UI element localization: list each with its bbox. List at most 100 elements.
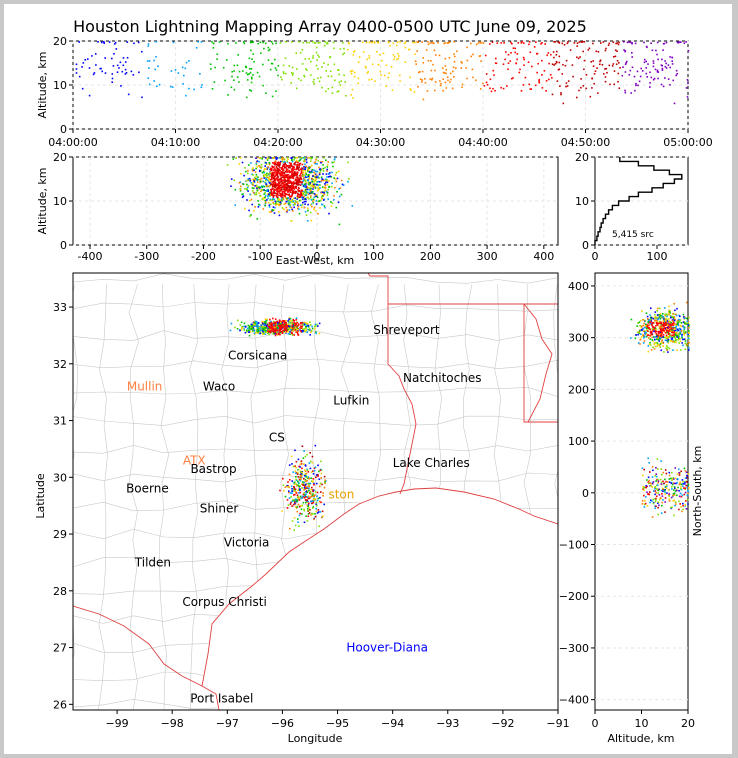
north-south-point (655, 325, 657, 327)
plan-view-point (301, 481, 304, 483)
plan-view-point (258, 330, 260, 332)
plan-view-point (295, 323, 297, 326)
east-west-point (278, 184, 281, 186)
east-west-point (293, 163, 295, 165)
plan-view-point (285, 330, 288, 333)
time-altitude-point (558, 61, 561, 64)
east-west-point (274, 206, 276, 209)
north-south-point (660, 335, 662, 337)
east-west-point (301, 183, 304, 186)
time-altitude-point (397, 57, 400, 60)
plan-view-point (301, 483, 303, 485)
east-west-point (300, 181, 302, 184)
time-altitude-point (634, 42, 637, 45)
time-altitude-point (323, 62, 325, 64)
county-line (73, 415, 558, 426)
east-west-point (289, 165, 291, 168)
north-south-point (651, 326, 654, 328)
time-altitude-point (216, 53, 219, 55)
north-south-point (688, 338, 690, 341)
east-west-point (281, 160, 284, 163)
north-south-point (679, 492, 682, 495)
plan-view-point (299, 488, 301, 490)
east-west-point (322, 173, 324, 175)
plan-view-point (269, 327, 271, 329)
county-line (73, 444, 558, 454)
time-altitude-point (291, 66, 294, 69)
plan-view-point (299, 329, 301, 331)
north-south-point (672, 349, 674, 351)
time-altitude-point (78, 41, 80, 43)
north-south-point (681, 479, 684, 481)
time-altitude-point (236, 64, 239, 67)
east-west-point (306, 188, 309, 191)
plan-view-point (274, 332, 276, 335)
plan-view-point (311, 512, 313, 515)
time-altitude-point (685, 41, 687, 43)
east-west-point (315, 158, 317, 161)
east-west-point (307, 179, 309, 182)
north-south-point (679, 315, 681, 318)
east-west-point (286, 199, 288, 201)
east-west-point (274, 183, 276, 186)
time-altitude-point (280, 76, 282, 78)
plan-view-point (267, 325, 269, 328)
east-west-point (301, 157, 304, 159)
north-south-point (658, 307, 661, 310)
north-south-point (663, 330, 665, 332)
north-south-point (668, 320, 670, 323)
north-south-point (671, 506, 673, 509)
county-line (73, 386, 558, 397)
east-west-point (285, 169, 288, 172)
plan-view-point (278, 329, 281, 331)
time-altitude-point (321, 86, 323, 89)
east-west-point (282, 184, 284, 187)
source-count-annotation: 5,415 src (612, 230, 654, 240)
time-altitude-point (516, 58, 518, 61)
east-west-point (275, 170, 277, 172)
east-west-point (313, 176, 316, 178)
time-altitude-point (147, 45, 150, 47)
east-west-point (324, 206, 326, 209)
time-altitude-point (308, 58, 310, 60)
north-south-point (676, 328, 679, 331)
time-altitude-point (304, 58, 307, 60)
time-altitude-point (652, 65, 655, 68)
east-west-point (328, 186, 330, 188)
time-altitude-point (556, 61, 558, 64)
plan-view-point (312, 493, 314, 495)
time-altitude-point (343, 52, 346, 54)
ns-tick-label: −200 (559, 590, 589, 603)
north-south-point (665, 327, 667, 329)
north-south-point (644, 503, 646, 506)
plan-view-point (309, 324, 312, 326)
north-south-point (682, 502, 684, 505)
time-altitude-point (371, 78, 373, 81)
time-altitude-point (566, 85, 569, 87)
time-altitude-point (523, 64, 525, 66)
time-altitude-point (439, 80, 441, 82)
east-west-point (307, 193, 310, 195)
time-altitude-point (618, 87, 621, 89)
time-altitude-point (452, 66, 455, 69)
north-south-point (667, 338, 670, 341)
time-altitude-point (505, 51, 507, 53)
plan-view-point (293, 490, 296, 492)
east-west-point (278, 179, 281, 181)
north-south-point (684, 340, 687, 342)
north-south-point (673, 327, 676, 329)
plan-view-point (306, 486, 308, 489)
time-altitude-point (183, 74, 185, 77)
plan-view-point (274, 328, 277, 330)
north-south-point (650, 349, 653, 351)
time-altitude-point (250, 76, 253, 79)
east-west-point (327, 161, 329, 163)
time-altitude-point (413, 91, 416, 93)
east-west-point (285, 187, 288, 190)
time-altitude-point (368, 79, 371, 81)
north-south-point (650, 330, 652, 333)
east-west-point (310, 189, 312, 192)
east-west-point (325, 173, 328, 175)
north-south-point (651, 486, 654, 488)
east-west-point (315, 176, 318, 178)
